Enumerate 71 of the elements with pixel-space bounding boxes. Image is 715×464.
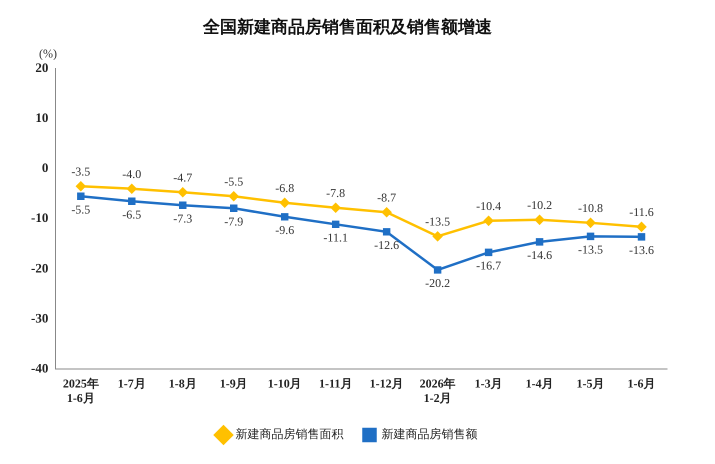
- x-tick-label: 1-6月: [628, 376, 656, 390]
- data-label: -8.7: [377, 190, 396, 204]
- point: [434, 266, 442, 274]
- y-tick-label: 10: [35, 110, 48, 125]
- data-label: -9.6: [275, 222, 294, 237]
- data-label: -14.6: [527, 248, 552, 262]
- point: [432, 232, 442, 242]
- legend-label: 新建商品房销售额: [382, 427, 478, 442]
- point: [586, 232, 594, 240]
- point: [330, 203, 340, 213]
- x-tick-label: 1-12月: [370, 376, 404, 390]
- x-tick-label: 1-7月: [118, 376, 146, 390]
- x-tick-label: 1-9月: [220, 376, 248, 390]
- y-tick-label: -30: [30, 310, 48, 326]
- data-label: -13.5: [425, 214, 450, 229]
- data-label: -3.5: [71, 164, 90, 178]
- legend-label: 新建商品房销售面积: [236, 427, 344, 442]
- point: [280, 198, 290, 208]
- data-label: -5.5: [224, 174, 244, 188]
- data-label: -16.7: [476, 258, 502, 273]
- point: [382, 208, 392, 218]
- point: [179, 202, 186, 209]
- point: [77, 192, 85, 200]
- x-tick-label: 2026年 1-2月: [420, 376, 456, 405]
- data-label: -7.8: [326, 186, 346, 200]
- y-tick-label: 0: [42, 160, 48, 176]
- point: [230, 204, 238, 212]
- data-label: -6.8: [275, 180, 294, 195]
- x-tick-label: 1-4月: [526, 376, 554, 390]
- point: [484, 248, 492, 256]
- data-label: -4.0: [122, 166, 142, 181]
- data-label: -12.6: [374, 238, 400, 252]
- x-tick-label: 1-5月: [576, 376, 605, 390]
- data-label: -13.5: [578, 242, 604, 257]
- point: [586, 218, 596, 228]
- point: [127, 184, 137, 194]
- point: [536, 238, 544, 246]
- data-label: -7.9: [224, 214, 244, 228]
- point: [638, 233, 646, 241]
- point: [280, 213, 288, 221]
- point: [178, 187, 188, 197]
- data-label: -11.1: [323, 230, 348, 244]
- data-label: -5.5: [71, 202, 90, 216]
- point: [332, 220, 340, 228]
- point: [484, 216, 494, 226]
- point: [534, 215, 544, 225]
- x-tick-label: 1-8月: [168, 376, 197, 390]
- y-tick-label: -10: [30, 210, 48, 226]
- data-label: -11.6: [629, 204, 654, 219]
- data-label: -10.2: [527, 198, 552, 212]
- data-label: -7.3: [173, 211, 192, 226]
- x-tick-label: 1-11月: [319, 376, 352, 390]
- point: [382, 228, 390, 236]
- data-label: -13.6: [629, 243, 654, 258]
- data-label: -6.5: [122, 207, 142, 222]
- x-tick-label: 1-10月: [268, 376, 302, 390]
- point: [76, 181, 86, 191]
- data-label: -4.7: [173, 170, 192, 184]
- point: [228, 191, 238, 201]
- y-tick-label: -20: [30, 260, 48, 276]
- data-label: -10.4: [476, 198, 502, 213]
- point: [636, 222, 646, 232]
- data-label: -20.2: [425, 276, 450, 290]
- y-axis-title: (%): [39, 46, 57, 61]
- data-label: -10.8: [578, 200, 604, 215]
- y-tick-label: -40: [30, 360, 48, 376]
- x-tick-label: 1-3月: [474, 376, 503, 390]
- point: [128, 198, 136, 205]
- x-tick-label: 2025年 1-6月: [62, 376, 99, 405]
- y-tick-label: 20: [35, 60, 48, 75]
- chart-title: 全国新建商品房销售面积及销售额增速: [202, 18, 492, 38]
